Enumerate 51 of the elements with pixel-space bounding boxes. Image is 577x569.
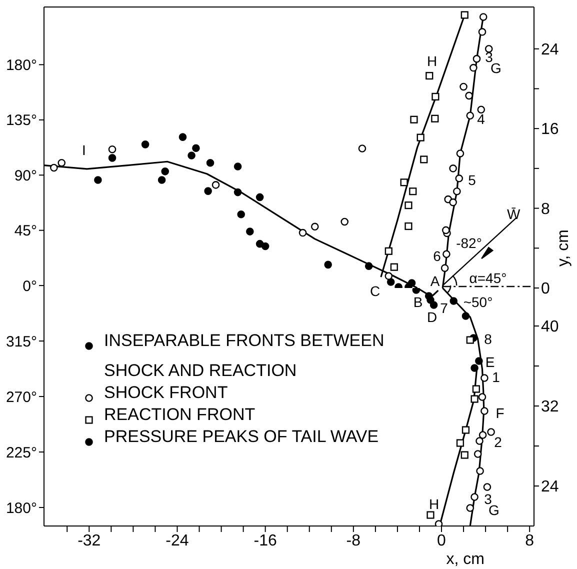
annotation: H: [428, 496, 440, 512]
y2-tick-label: 24: [541, 42, 559, 59]
x-tick-label: -8: [346, 532, 361, 550]
annotation: G: [490, 60, 502, 76]
y2-tick-label: 0: [541, 280, 550, 298]
y2-axis-title: y, cm: [555, 229, 572, 267]
y-tick-label: 225°: [6, 444, 37, 462]
annotation: 4: [477, 111, 485, 127]
y2-tick-label: 24: [541, 478, 559, 496]
annotation: W̄: [506, 206, 520, 222]
x-tick-label: 0: [437, 532, 446, 550]
x-tick-label: 8: [525, 532, 534, 550]
annotation: α=45°: [469, 270, 507, 286]
annotation: F: [496, 405, 504, 421]
y2-tick-label: 16: [541, 121, 559, 138]
annotation: 5: [468, 172, 476, 188]
x-axis-title: x, cm: [446, 551, 485, 568]
x-tick-label: -16: [254, 532, 277, 550]
y-tick-label: 180°: [6, 56, 37, 74]
y-tick-label: 45°: [14, 222, 37, 240]
x-tick-label: -32: [78, 532, 101, 550]
legend-label: REACTION FRONT: [104, 405, 256, 424]
y-tick-label: 180°: [6, 500, 37, 517]
y2-tick-label: 40: [541, 318, 559, 336]
x-tick-label: -24: [166, 532, 189, 550]
annotation: C: [370, 283, 380, 299]
y-tick-label: 0°: [22, 278, 37, 295]
annotation: 3: [485, 49, 493, 65]
y-tick-label: 270°: [6, 388, 37, 406]
annotation: 8: [484, 331, 492, 347]
annotation: B: [413, 294, 423, 310]
y-tick-label: 90°: [14, 167, 37, 184]
annotation: H: [426, 53, 438, 69]
annotation: 6: [433, 248, 441, 264]
annotation: ~50°: [463, 294, 493, 310]
annotation: -82°: [456, 235, 482, 251]
text: PRESSURE PEAKS OF TAIL WAVE: [104, 427, 379, 446]
annotation: E: [485, 354, 495, 370]
y2-tick-label: 8: [541, 200, 550, 218]
annotation: 1: [492, 369, 500, 385]
legend-label: SHOCK FRONT: [104, 383, 228, 402]
y-tick-label: 315°: [6, 333, 37, 350]
y2-tick-label: 32: [541, 398, 559, 416]
annotation: 3: [484, 491, 492, 507]
y-tick-label: 135°: [6, 112, 37, 130]
legend-label: INSEPARABLE FRONTS BETWEEN SHOCK AND REACTION: [104, 331, 384, 380]
annotation: 2: [494, 434, 502, 450]
annotation: D: [426, 309, 438, 325]
annotation: A: [430, 273, 440, 289]
annotation: I: [82, 142, 86, 158]
annotation: 7: [440, 300, 448, 316]
